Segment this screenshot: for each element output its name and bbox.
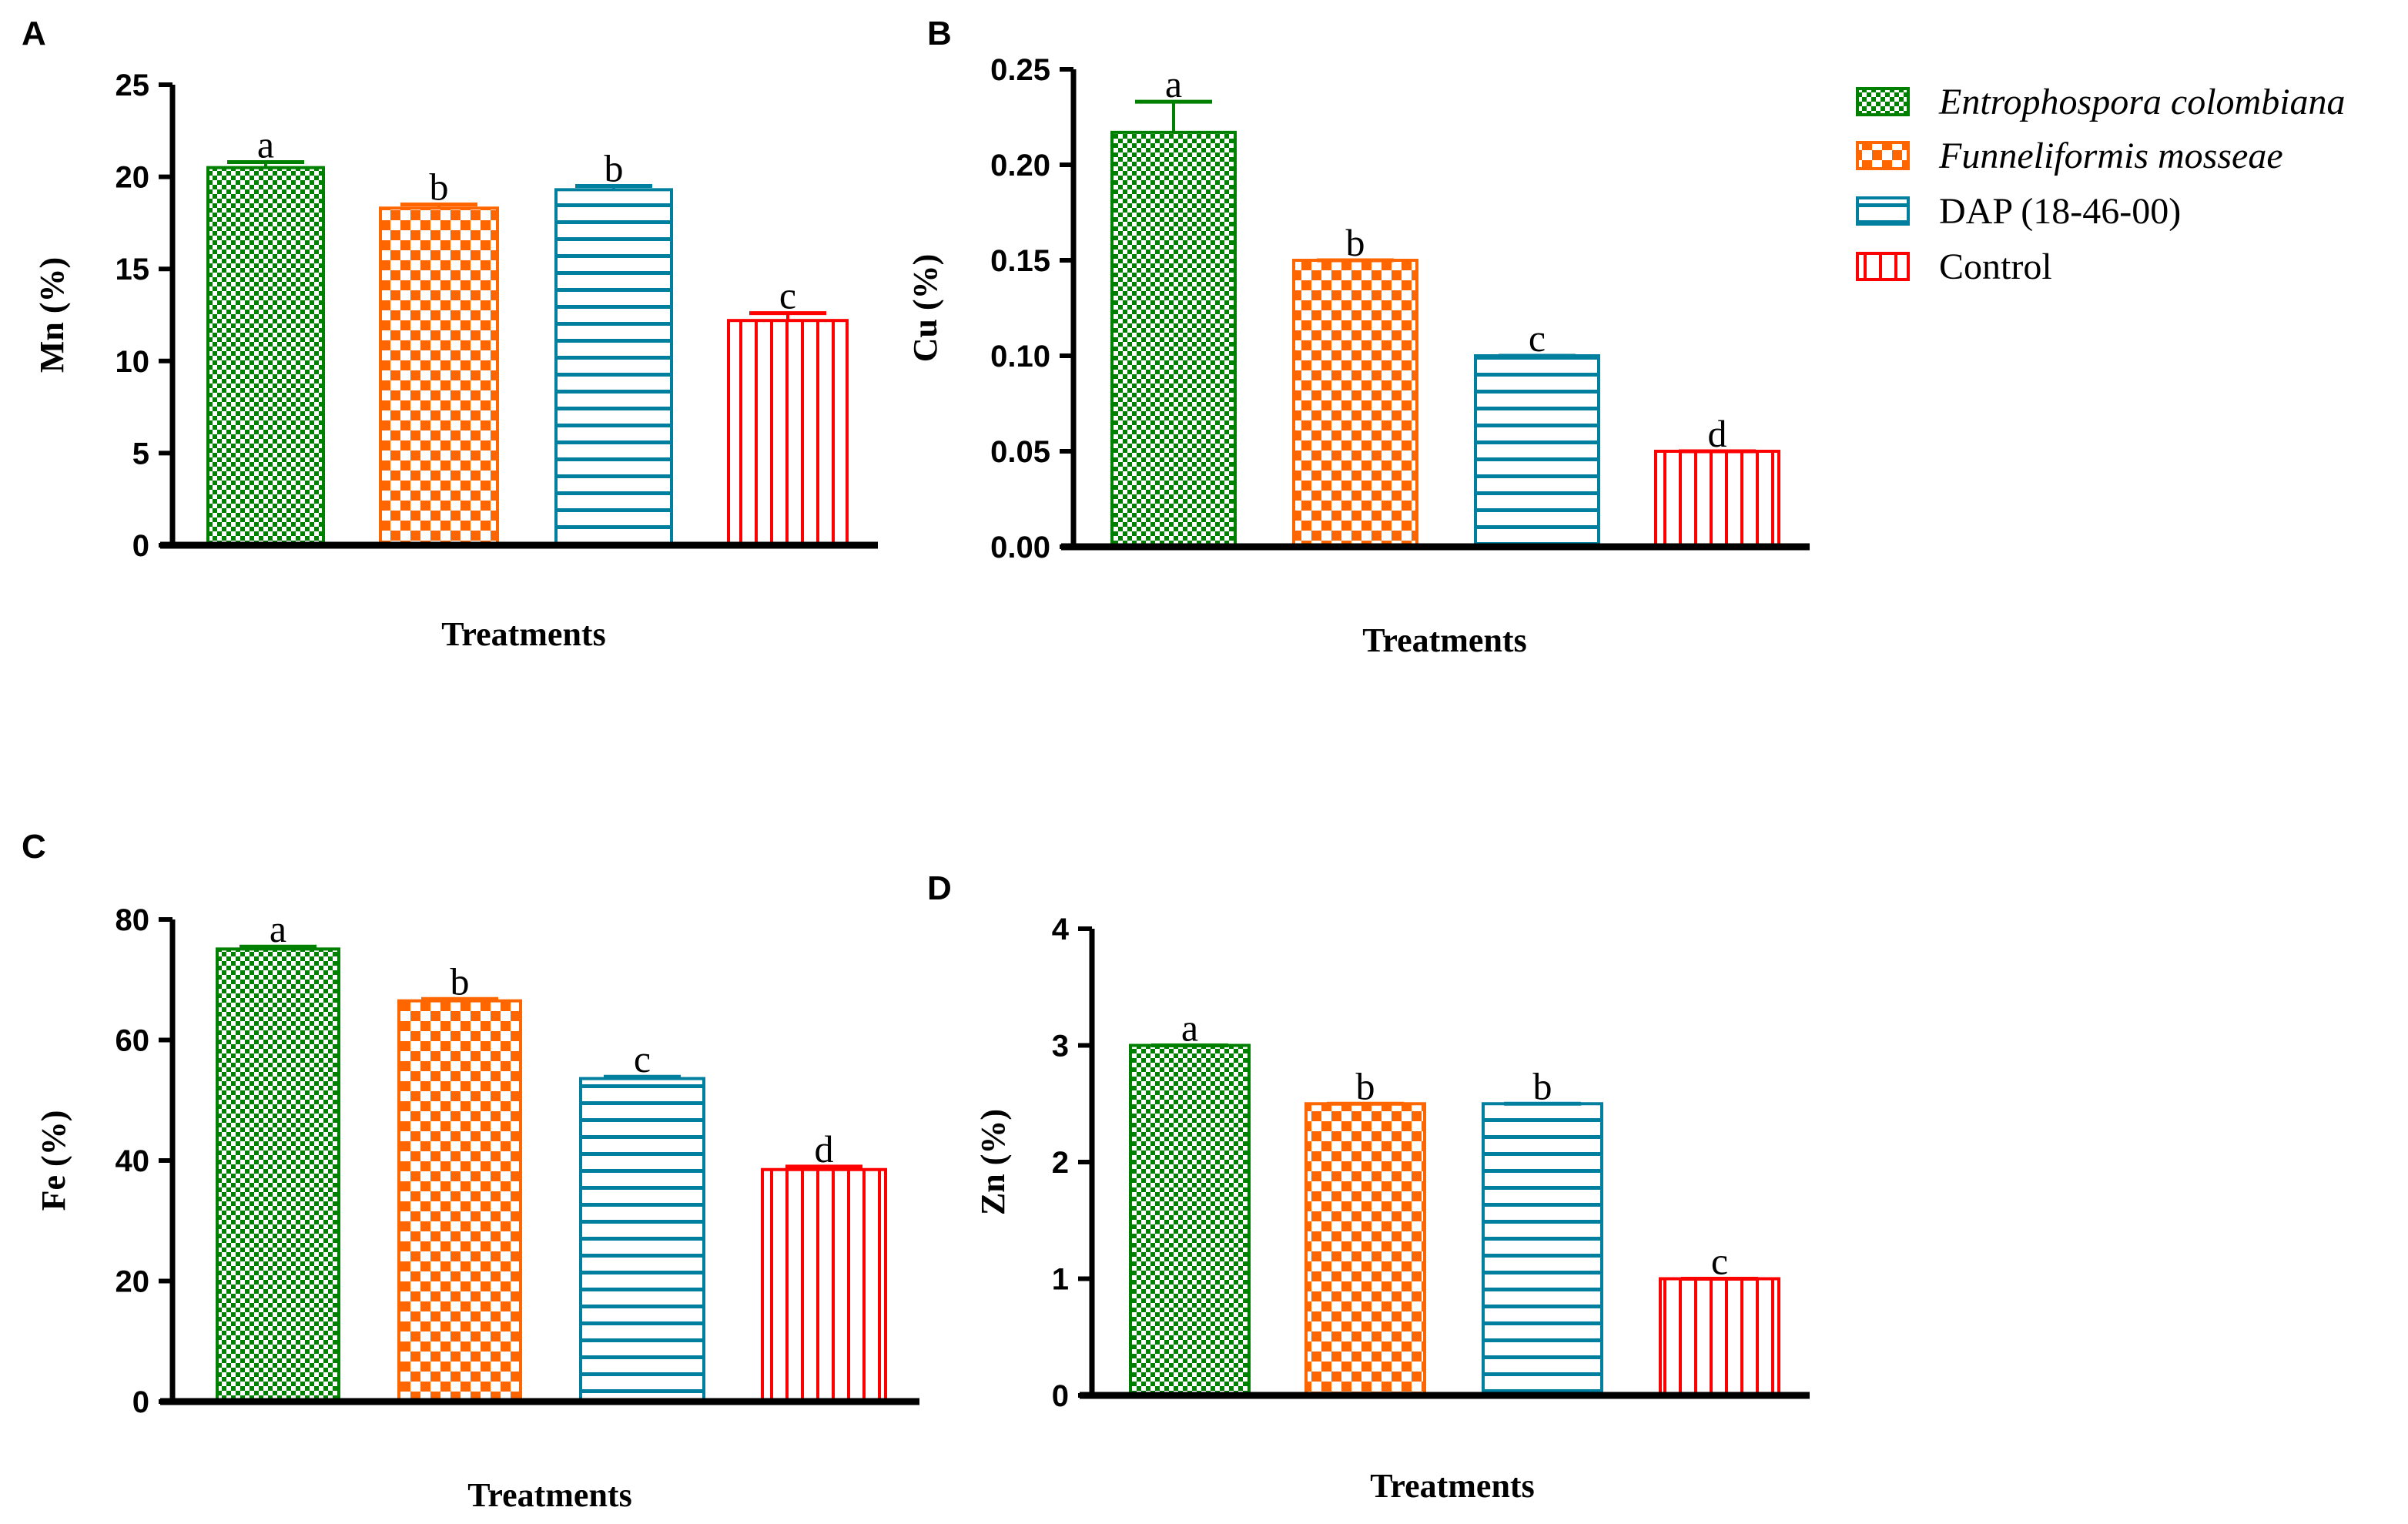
significance-letter: c	[634, 1037, 651, 1080]
bar-coarse-checker	[379, 206, 499, 547]
legend-label: Entrophospora colombiana	[1938, 82, 2346, 122]
significance-letter: b	[1346, 221, 1365, 264]
significance-letter: b	[605, 147, 624, 190]
significance-letter: a	[1165, 62, 1182, 106]
y-tick-label: 0.15	[990, 244, 1050, 278]
y-axis-title: Mn (%)	[33, 257, 71, 373]
legend: Entrophospora colombiana Funneliformis mo…	[1856, 82, 2346, 287]
significance-letter: d	[815, 1127, 834, 1171]
bar-fine-checker	[1110, 130, 1237, 548]
legend-item: Funneliformis mosseae	[1856, 136, 2283, 176]
y-tick-label: 5	[132, 437, 149, 471]
y-tick-label: 0.10	[990, 340, 1050, 373]
significance-letter: a	[257, 122, 274, 166]
significance-letter: a	[1181, 1007, 1198, 1050]
bar-vertical-lines	[727, 319, 849, 547]
bar-vertical-lines	[761, 1167, 887, 1404]
y-axis-title: Cu (%)	[906, 254, 944, 363]
bar-vertical-lines	[1659, 1277, 1780, 1397]
y-tick-label: 3	[1052, 1030, 1069, 1063]
legend-swatch-coarse-checker	[1856, 141, 1910, 170]
significance-letter: c	[1711, 1240, 1728, 1283]
y-tick-label: 0.05	[990, 435, 1050, 469]
legend-label: Funneliformis mosseae	[1938, 136, 2283, 176]
significance-letter: c	[1529, 317, 1546, 360]
significance-letter: b	[1356, 1064, 1375, 1107]
bar-coarse-checker	[1304, 1102, 1426, 1397]
bar-vertical-lines	[1654, 450, 1780, 548]
bar-coarse-checker	[397, 999, 522, 1403]
y-tick-label: 0.25	[990, 53, 1050, 87]
y-tick-label: 25	[116, 69, 150, 102]
panel-letter: B	[927, 15, 952, 52]
y-axis-title: Zn (%)	[974, 1109, 1012, 1215]
bar-coarse-checker	[1292, 259, 1418, 548]
panel-d: Da b b c 0 1 2 3 4 Zn (%) Treatments	[927, 869, 1810, 1505]
bar-horizontal-lines	[1474, 354, 1600, 548]
significance-letter: b	[1533, 1064, 1552, 1107]
y-axis-title: Fe (%)	[35, 1110, 72, 1211]
legend-item: Control	[1856, 246, 2052, 287]
y-tick-label: 60	[116, 1024, 150, 1058]
y-tick-label: 0	[132, 529, 149, 563]
panel-c: Ca b c d 0 20 40 60 80 Fe (%) Treatments	[22, 828, 919, 1514]
x-axis-title: Treatments	[467, 1476, 631, 1514]
legend-swatch-horizontal-lines	[1856, 196, 1910, 226]
panel-letter: A	[22, 15, 46, 52]
bar-fine-checker	[206, 166, 325, 547]
y-tick-label: 20	[116, 1265, 150, 1299]
panel-b: Ba b c d 0.00 0.05 0.10 0.15 0.20 0.25 Cu (%) Treat…	[906, 15, 1810, 659]
significance-letter: c	[779, 274, 796, 317]
significance-letter: b	[450, 960, 470, 1003]
legend-item: Entrophospora colombiana	[1856, 82, 2346, 122]
significance-letter: a	[270, 907, 286, 950]
legend-swatch-fine-checker	[1856, 87, 1910, 116]
y-tick-label: 15	[116, 253, 150, 286]
y-tick-label: 2	[1052, 1146, 1069, 1180]
legend-swatch-vertical-lines	[1856, 252, 1910, 281]
y-tick-label: 20	[116, 161, 150, 195]
y-tick-label: 0.20	[990, 149, 1050, 183]
y-tick-label: 1	[1052, 1263, 1069, 1297]
significance-letter: d	[1708, 412, 1727, 455]
y-tick-label: 0.00	[990, 531, 1050, 564]
x-axis-title: Treatments	[1370, 1467, 1534, 1505]
legend-label: DAP (18-46-00)	[1939, 191, 2181, 232]
y-tick-label: 4	[1052, 913, 1070, 946]
y-tick-label: 40	[116, 1144, 150, 1178]
x-axis-title: Treatments	[441, 615, 605, 653]
y-tick-label: 80	[116, 903, 150, 937]
bar-fine-checker	[216, 947, 340, 1403]
panel-a: Aa b b c 0 5 10 15 20 25 Mn (%) Treatments	[22, 15, 878, 653]
y-tick-label: 10	[116, 345, 150, 379]
legend-label: Control	[1939, 246, 2052, 287]
bar-horizontal-lines	[1482, 1102, 1603, 1397]
x-axis-title: Treatments	[1362, 621, 1526, 659]
bar-horizontal-lines	[579, 1077, 705, 1403]
bar-horizontal-lines	[554, 188, 673, 547]
y-tick-label: 0	[132, 1385, 149, 1419]
bar-fine-checker	[1129, 1043, 1251, 1397]
panel-letter: C	[22, 828, 46, 866]
y-tick-label: 0	[1052, 1379, 1069, 1413]
significance-letter: b	[430, 165, 449, 208]
panel-letter: D	[927, 869, 952, 907]
legend-item: DAP (18-46-00)	[1856, 191, 2181, 232]
